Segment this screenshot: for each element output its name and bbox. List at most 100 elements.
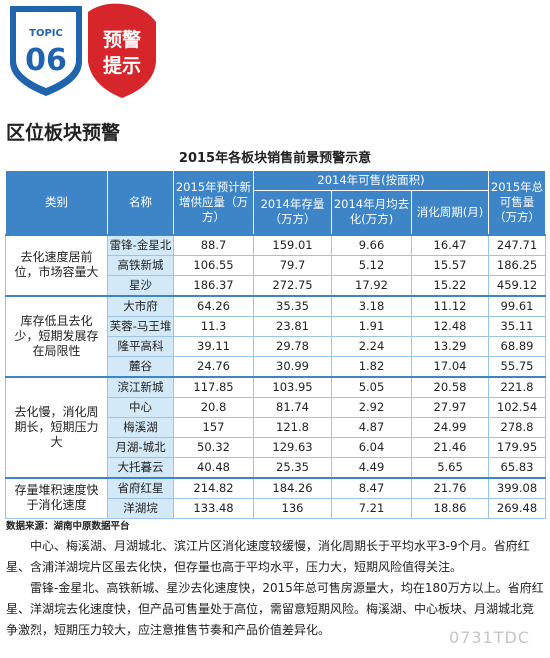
value-cell: 11.12 bbox=[410, 294, 490, 317]
value-cell: 17.04 bbox=[410, 355, 490, 377]
value-cell: 24.99 bbox=[410, 416, 490, 438]
value-cell: 102.54 bbox=[488, 396, 547, 418]
value-cell: 15.57 bbox=[410, 254, 490, 276]
value-cell: 186.25 bbox=[488, 254, 547, 276]
topic-badge: TOPIC 06 预警 提示 bbox=[10, 3, 156, 99]
value-cell: 136 bbox=[253, 497, 332, 519]
value-cell: 13.29 bbox=[410, 335, 490, 357]
table-row: 星沙 186.37 272.75 17.92 15.22 459.12 bbox=[6, 274, 547, 296]
value-cell: 1.82 bbox=[331, 355, 412, 377]
table-row: 梅溪湖 157 121.8 4.87 24.99 278.8 bbox=[6, 416, 547, 438]
name-cell: 省府红星 bbox=[107, 476, 174, 499]
value-cell: 17.92 bbox=[331, 274, 412, 296]
value-cell: 186.37 bbox=[173, 274, 254, 296]
table-row: 高铁新城 106.55 79.7 5.12 15.57 186.25 bbox=[6, 254, 547, 276]
value-cell: 121.8 bbox=[253, 416, 332, 438]
category-cell: 去化慢，消化周期长，短期压力大 bbox=[5, 375, 108, 478]
value-cell: 88.7 bbox=[173, 233, 254, 256]
value-cell: 133.48 bbox=[173, 497, 254, 519]
table-row: 去化速度居前位，市场容量大 雷锋-金星北 88.7 159.01 9.66 16.47 24… bbox=[5, 233, 547, 296]
header-cell: 2014年月均去化(万方) bbox=[331, 190, 412, 235]
header-cell: 2015年总可售量（万方） bbox=[488, 170, 547, 235]
value-cell: 23.81 bbox=[253, 315, 332, 337]
value-cell: 79.7 bbox=[253, 254, 332, 276]
name-cell: 大托暮云 bbox=[107, 456, 174, 478]
header-cell: 消化周期(月) bbox=[410, 190, 490, 235]
value-cell: 459.12 bbox=[488, 274, 547, 296]
name-cell: 隆平高科 bbox=[107, 335, 174, 357]
table-row: 麓谷 24.76 30.99 1.82 17.04 55.75 bbox=[6, 355, 547, 377]
tag-line: 预警 bbox=[103, 28, 141, 51]
table-title: 2015年各板块销售前景预警示意 bbox=[178, 151, 372, 166]
category-cell: 库存低且去化少，短期发展存在局限性 bbox=[5, 294, 108, 377]
value-cell: 8.47 bbox=[331, 476, 412, 499]
value-cell: 117.85 bbox=[173, 375, 254, 398]
source-note: 数据来源：湖南中原数据平台 bbox=[6, 521, 130, 532]
table-row: 隆平高科 39.11 29.78 2.24 13.29 68.89 bbox=[6, 335, 547, 357]
value-cell: 64.26 bbox=[173, 294, 254, 317]
value-cell: 35.11 bbox=[488, 315, 547, 337]
value-cell: 50.32 bbox=[173, 436, 254, 458]
value-cell: 399.08 bbox=[488, 476, 547, 499]
value-cell: 65.83 bbox=[488, 456, 547, 478]
value-cell: 35.35 bbox=[253, 294, 332, 317]
name-cell: 梅溪湖 bbox=[107, 416, 174, 438]
table-row: 去化慢，消化周期长，短期压力大 滨江新城 117.85 103.95 5.05 20.58… bbox=[5, 375, 547, 478]
value-cell: 3.18 bbox=[331, 294, 412, 317]
name-cell: 雷锋-金星北 bbox=[107, 233, 174, 256]
topic-label: TOPIC bbox=[29, 28, 63, 39]
table-row: 中心 20.8 81.74 2.92 27.97 102.54 bbox=[6, 396, 547, 418]
value-cell: 27.97 bbox=[410, 396, 490, 418]
name-cell: 麓谷 bbox=[107, 355, 174, 377]
header-cell: 2015年预计新增供应量（万方） bbox=[173, 170, 254, 235]
value-cell: 55.75 bbox=[488, 355, 547, 377]
value-cell: 106.55 bbox=[173, 254, 254, 276]
name-cell: 洋湖垸 bbox=[107, 497, 174, 519]
value-cell: 5.12 bbox=[331, 254, 412, 276]
value-cell: 20.58 bbox=[410, 375, 490, 398]
value-cell: 6.04 bbox=[331, 436, 412, 458]
table-row: 洋湖垸 133.48 136 7.21 18.86 269.48 bbox=[6, 497, 547, 519]
value-cell: 184.26 bbox=[253, 476, 332, 499]
name-cell: 中心 bbox=[107, 396, 174, 418]
value-cell: 9.66 bbox=[331, 233, 412, 256]
value-cell: 7.21 bbox=[331, 497, 412, 519]
name-cell: 大市府 bbox=[107, 294, 174, 317]
value-cell: 2.92 bbox=[331, 396, 412, 418]
value-cell: 68.89 bbox=[488, 335, 547, 357]
watermark: 0731TDC bbox=[449, 628, 530, 647]
value-cell: 24.76 bbox=[173, 355, 254, 377]
value-cell: 39.11 bbox=[173, 335, 254, 357]
value-cell: 1.91 bbox=[331, 315, 412, 337]
value-cell: 81.74 bbox=[253, 396, 332, 418]
red-shield bbox=[88, 3, 156, 99]
value-cell: 15.22 bbox=[410, 274, 490, 296]
value-cell: 247.71 bbox=[488, 233, 547, 256]
data-table: 类别 名称 2015年预计新增供应量（万方） 2014年可售(按面积) 2015… bbox=[5, 170, 547, 519]
paragraph: 中心、梅溪湖、月湖城北、滨江片区消化速度较缓慢，消化周期长于平均水平3-9个月。… bbox=[6, 539, 530, 574]
value-cell: 4.49 bbox=[331, 456, 412, 478]
table-row: 月湖-城北 50.32 129.63 6.04 21.46 179.95 bbox=[6, 436, 547, 458]
value-cell: 16.47 bbox=[410, 233, 490, 256]
value-cell: 40.48 bbox=[173, 456, 254, 478]
paragraph: 雷锋-金星北、高铁新城、星沙去化速度快，2015年总可售房源量大，均在180万方… bbox=[6, 581, 544, 637]
value-cell: 25.35 bbox=[253, 456, 332, 478]
inner-shield bbox=[16, 12, 76, 88]
value-cell: 5.05 bbox=[331, 375, 412, 398]
value-cell: 18.86 bbox=[410, 497, 490, 519]
value-cell: 99.61 bbox=[488, 294, 547, 317]
value-cell: 30.99 bbox=[253, 355, 332, 377]
name-cell: 星沙 bbox=[107, 274, 174, 296]
header-cell: 2014年存量（万方） bbox=[253, 190, 332, 235]
value-cell: 12.48 bbox=[410, 315, 490, 337]
value-cell: 129.63 bbox=[253, 436, 332, 458]
value-cell: 272.75 bbox=[253, 274, 332, 296]
header-cell: 类别 bbox=[5, 170, 108, 235]
topic-number: 06 bbox=[25, 43, 67, 78]
name-cell: 高铁新城 bbox=[107, 254, 174, 276]
value-cell: 29.78 bbox=[253, 335, 332, 357]
name-cell: 滨江新城 bbox=[107, 375, 174, 398]
value-cell: 103.95 bbox=[253, 375, 332, 398]
value-cell: 21.76 bbox=[410, 476, 490, 499]
